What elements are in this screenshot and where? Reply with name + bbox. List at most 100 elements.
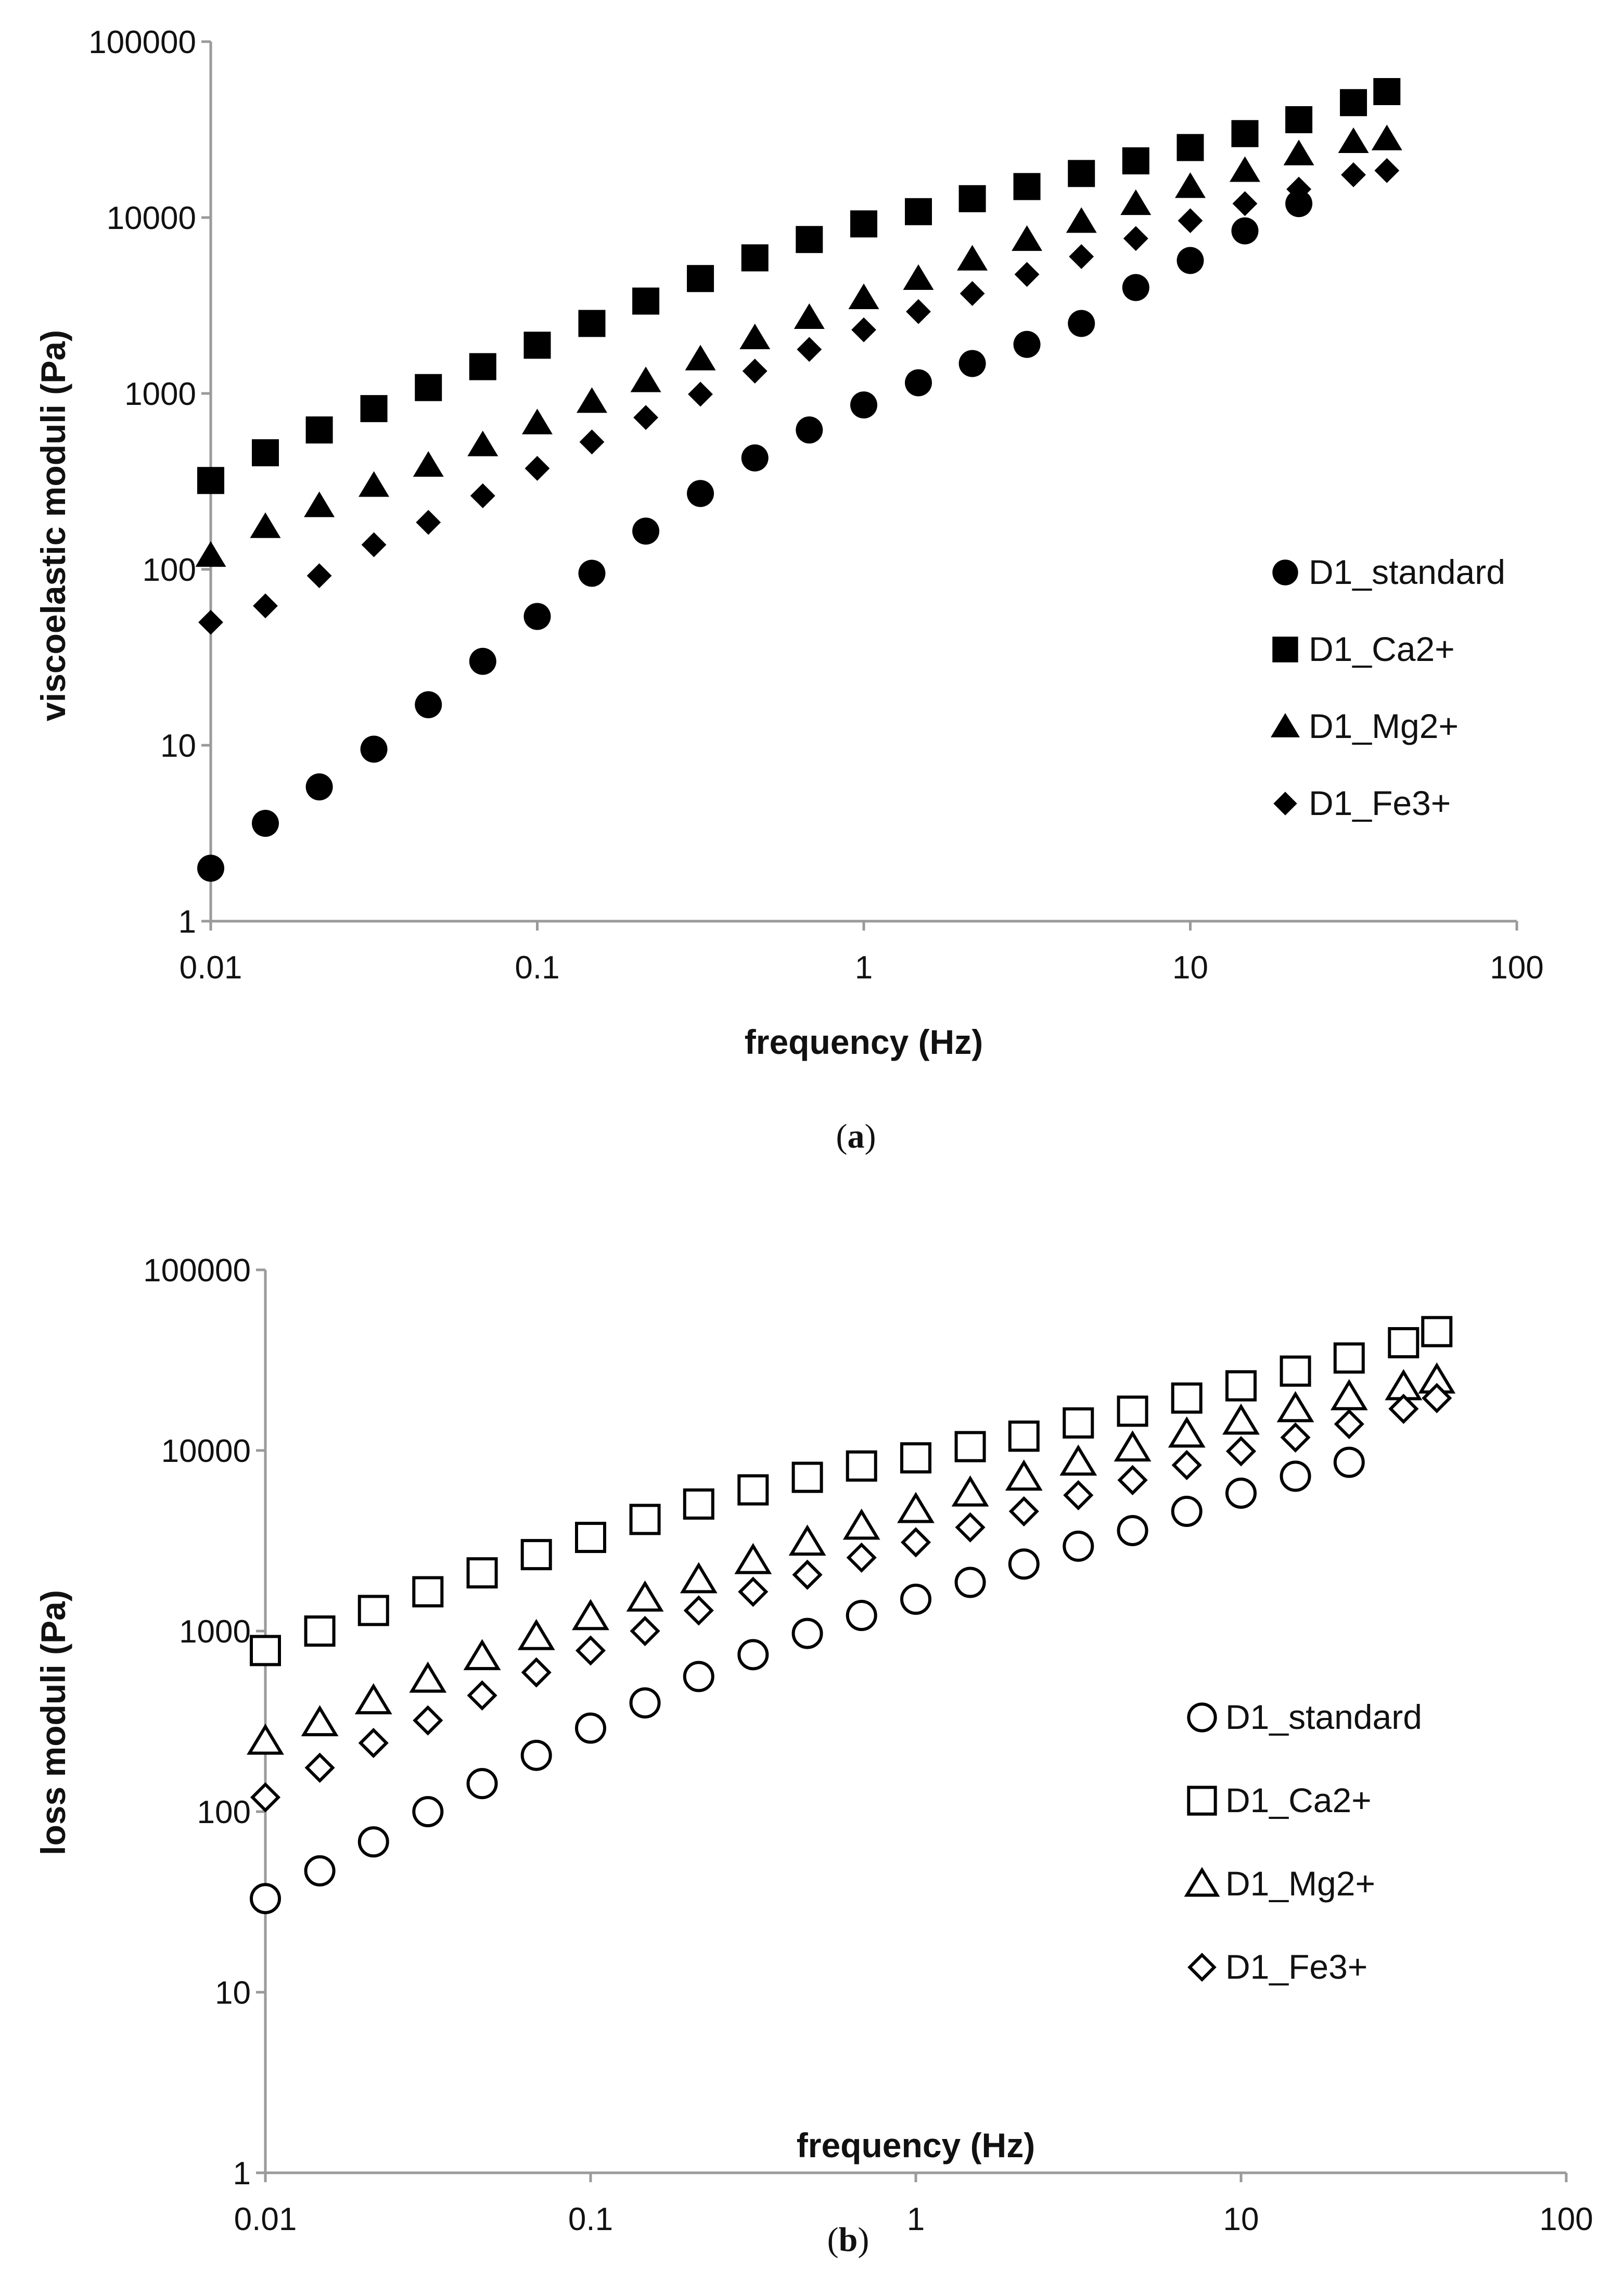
data-point-square bbox=[1063, 1407, 1094, 1439]
data-point-triangle bbox=[957, 245, 988, 271]
legend-marker-diamond bbox=[1273, 792, 1297, 816]
data-point-circle bbox=[1333, 1446, 1365, 1478]
data-point-triangle bbox=[739, 323, 771, 350]
data-point-circle bbox=[1231, 217, 1259, 245]
x-tick-label: 1 bbox=[907, 2201, 925, 2237]
data-point-square bbox=[1333, 1342, 1365, 1374]
data-point-square bbox=[1008, 1420, 1040, 1452]
data-point-triangle bbox=[1120, 189, 1152, 215]
points-b bbox=[247, 1316, 1456, 1915]
data-point-diamond bbox=[1280, 1422, 1311, 1453]
legend-label: D1_standard bbox=[1309, 553, 1505, 591]
data-point-square bbox=[1373, 78, 1401, 105]
data-point-square bbox=[737, 1474, 769, 1506]
data-point-square bbox=[250, 1635, 281, 1666]
data-point-diamond bbox=[742, 359, 768, 384]
data-point-triangle bbox=[1371, 124, 1402, 150]
data-point-square bbox=[1122, 147, 1149, 175]
data-point-circle bbox=[523, 603, 551, 630]
data-point-square bbox=[741, 244, 769, 272]
data-point-diamond bbox=[1286, 176, 1312, 202]
legend-marker-circle bbox=[1187, 1702, 1217, 1733]
data-point-circle bbox=[1171, 1496, 1203, 1527]
y-tick-label: 100 bbox=[197, 1794, 251, 1830]
data-point-diamond bbox=[1008, 1496, 1039, 1527]
data-point-diamond bbox=[1388, 1393, 1419, 1424]
legend-item: D1_Ca2+ bbox=[1272, 630, 1455, 668]
data-point-triangle bbox=[304, 491, 335, 517]
data-point-circle bbox=[846, 1600, 877, 1632]
data-point-square bbox=[197, 467, 224, 494]
legend-label: D1_Ca2+ bbox=[1309, 630, 1455, 668]
data-point-square bbox=[791, 1461, 823, 1493]
data-point-diamond bbox=[525, 456, 550, 481]
data-point-triangle bbox=[1005, 1459, 1043, 1491]
x-axis-title-b: frequency (Hz) bbox=[797, 2126, 1035, 2164]
legend-label: D1_Ca2+ bbox=[1225, 1781, 1372, 1819]
data-point-circle bbox=[1285, 190, 1313, 218]
data-point-diamond bbox=[470, 483, 495, 508]
data-point-circle bbox=[1068, 310, 1095, 337]
data-point-diamond bbox=[792, 1559, 823, 1590]
data-point-square bbox=[357, 1595, 389, 1626]
data-point-circle bbox=[305, 773, 333, 800]
x-ticks-b: 0.01 0.1 1 10 100 bbox=[234, 2173, 1593, 2237]
data-point-triangle bbox=[734, 1543, 772, 1574]
x-tick-label: 100 bbox=[1539, 2201, 1593, 2237]
y-tick-label: 1000 bbox=[179, 1614, 251, 1650]
series-D1_Fe3+ bbox=[250, 1383, 1452, 1813]
data-point-triangle bbox=[463, 1639, 501, 1671]
x-tick-label: 0.1 bbox=[515, 950, 559, 986]
data-point-circle bbox=[466, 1768, 498, 1800]
data-point-square bbox=[304, 1615, 336, 1647]
data-point-square bbox=[1285, 106, 1313, 133]
series-D1_standard bbox=[250, 1446, 1365, 1915]
data-point-square bbox=[687, 265, 714, 292]
data-point-square bbox=[900, 1442, 931, 1474]
data-point-diamond bbox=[1232, 191, 1258, 217]
data-point-triangle bbox=[195, 541, 226, 567]
legend-item: D1_standard bbox=[1272, 553, 1505, 591]
data-point-triangle bbox=[572, 1599, 609, 1631]
data-point-diamond bbox=[633, 405, 659, 430]
x-axis-title-a: frequency (Hz) bbox=[745, 1023, 983, 1061]
data-point-triangle bbox=[413, 451, 444, 477]
data-point-diamond bbox=[1063, 1480, 1094, 1511]
data-point-triangle bbox=[1066, 207, 1097, 233]
y-tick-label: 100 bbox=[143, 552, 196, 588]
data-point-circle bbox=[415, 691, 442, 719]
x-tick-label: 100 bbox=[1490, 950, 1543, 986]
data-point-triangle bbox=[1012, 225, 1043, 251]
series-D1_Ca2+ bbox=[197, 78, 1401, 494]
legend-label: D1_Mg2+ bbox=[1309, 707, 1459, 745]
data-point-diamond bbox=[960, 281, 985, 306]
data-point-square bbox=[251, 439, 279, 466]
data-point-diamond bbox=[688, 381, 713, 407]
data-point-diamond bbox=[1014, 262, 1040, 287]
data-point-square bbox=[954, 1431, 986, 1462]
data-point-square bbox=[904, 198, 932, 225]
data-point-triangle bbox=[522, 409, 553, 435]
data-point-triangle bbox=[1059, 1444, 1097, 1476]
data-point-triangle bbox=[517, 1619, 555, 1650]
data-point-circle bbox=[1122, 274, 1149, 301]
x-tick-label: 0.1 bbox=[568, 2201, 613, 2237]
data-point-diamond bbox=[630, 1615, 660, 1647]
y-tick-label: 10000 bbox=[107, 200, 196, 236]
legend-item: D1_Fe3+ bbox=[1187, 1947, 1367, 1986]
data-point-square bbox=[958, 185, 986, 212]
data-point-circle bbox=[1280, 1460, 1311, 1492]
caption-letter-a: a bbox=[848, 1117, 865, 1155]
legend-a: D1_standard D1_Ca2+ D1_Mg2+ D1_Fe3+ bbox=[1270, 553, 1505, 822]
data-point-diamond bbox=[906, 299, 931, 324]
data-point-diamond bbox=[361, 532, 387, 557]
y-tick-label: 1000 bbox=[124, 376, 196, 412]
series-D1_standard bbox=[197, 190, 1313, 882]
data-point-square bbox=[575, 1522, 606, 1554]
y-tick-label: 100000 bbox=[88, 24, 196, 60]
data-point-square bbox=[1117, 1395, 1148, 1427]
y-tick-label: 10000 bbox=[161, 1433, 251, 1469]
data-point-diamond bbox=[575, 1635, 606, 1666]
data-point-circle bbox=[1117, 1514, 1148, 1546]
